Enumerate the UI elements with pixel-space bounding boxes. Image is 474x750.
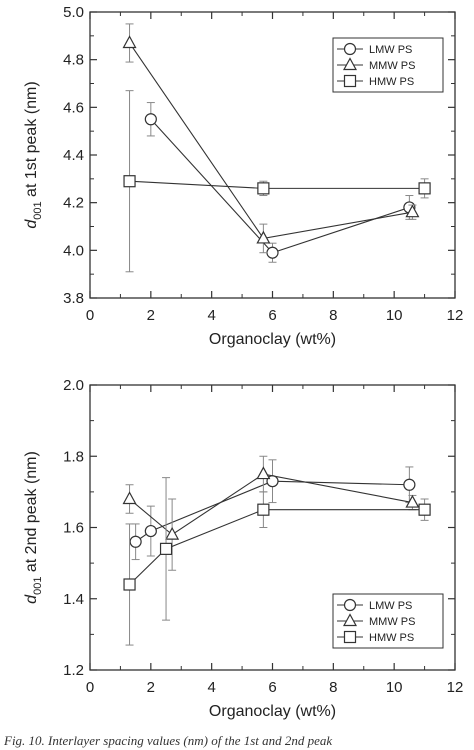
panel-1-legend-lmw-ps-marker	[343, 42, 357, 56]
panel-1-legend-hmw-ps-marker	[343, 74, 357, 88]
panel-2: 0 2 4 6 8 10 12 1.2 1.4 1.6 1.8 2.0 Organoclay (wt%)…	[23, 377, 463, 720]
panel-1-x-tick-label: 12	[447, 307, 464, 324]
panel-1-y-tick-label: 4.2	[63, 195, 84, 212]
panel-2-y-tick-label: 1.8	[63, 448, 84, 465]
panel-1-series-lmw-ps-line	[150, 118, 410, 254]
panel-1-y-tick-label: 5.0	[63, 4, 84, 21]
panel-2-x-tick-label: 4	[207, 679, 215, 696]
panel-2-y-tick-label: 2.0	[63, 377, 84, 394]
panel-1-x-tick-label: 4	[207, 307, 215, 324]
panel-2-legend-hmw-ps-marker	[343, 630, 357, 644]
panel-2-series-mmw-ps-point	[405, 494, 420, 508]
panel-1-legend: LMW PS MMW PS HMW PS	[332, 37, 444, 93]
panel-2-legend-mmw-ps-marker	[342, 613, 358, 627]
panel-1-series-hmw-ps	[123, 90, 431, 273]
panel-2-series-mmw-ps	[122, 455, 420, 571]
panel-1-y-tick-label: 4.0	[63, 242, 84, 259]
panel-1-y-tick-label: 4.4	[63, 147, 84, 164]
panel-1-series-mmw-ps-point	[122, 35, 137, 49]
panel-1-series-hmw-ps-point	[123, 175, 136, 188]
panel-2-series-hmw-ps-point	[159, 542, 173, 555]
panel-1-series-lmw-ps-point	[266, 246, 279, 259]
panel-1-series-lmw-ps-point	[144, 113, 157, 126]
panel-2-y-tick-label: 1.2	[63, 662, 84, 679]
panel-1-series-hmw-ps-point	[257, 182, 270, 195]
panel-1-y-axis-label: d001 at 1st peak (nm)	[23, 81, 44, 228]
figure-caption: Fig. 10. Interlayer spacing values (nm) …	[4, 733, 333, 748]
panel-2-legend-mmw-ps-label: MMW PS	[369, 616, 415, 628]
panel-2-series-hmw-ps-point	[257, 503, 270, 516]
panel-2-x-axis-label: Organoclay (wt%)	[209, 703, 336, 720]
panel-2-series-mmw-ps-point	[256, 466, 271, 480]
panel-1-legend-hmw-ps-label: HMW PS	[369, 76, 414, 88]
panel-2-x-tick-label: 12	[447, 679, 464, 696]
panel-2-x-tick-label: 2	[147, 679, 155, 696]
panel-2-x-tick-label: 6	[268, 679, 276, 696]
panel-1: 0 2 4 6 8 10 12 3.8 4.0 4.2 4.4 4.6 4.8 5.0 Organoclay…	[23, 4, 463, 348]
panel-2-series-lmw-ps-point	[129, 535, 142, 548]
panel-1-series-hmw-ps-line	[129, 180, 425, 189]
panel-1-x-tick-label: 0	[86, 307, 94, 324]
panel-2-series-hmw-ps	[123, 477, 431, 646]
panel-1-x-tick-label: 2	[147, 307, 155, 324]
panel-1-legend-mmw-ps-label: MMW PS	[369, 60, 415, 72]
panel-1-series-mmw-ps	[122, 23, 420, 254]
panel-2-x-tick-label: 10	[386, 679, 403, 696]
panel-1-series-lmw-ps	[144, 102, 416, 263]
panel-2-y-axis-label: d001 at 2nd peak (nm)	[23, 451, 44, 604]
panel-2-series-mmw-ps-point	[122, 491, 137, 505]
panel-1-y-tick-label: 4.8	[63, 52, 84, 69]
panel-1-y-tick-label: 3.8	[63, 290, 84, 307]
panel-2-series-mmw-ps-line	[129, 473, 413, 536]
panel-2-x-tick-label: 0	[86, 679, 94, 696]
panel-1-legend-lmw-ps-label: LMW PS	[369, 44, 412, 56]
panel-1-x-tick-label: 10	[386, 307, 403, 324]
panel-1-legend-mmw-ps-marker	[342, 57, 358, 71]
panel-2-series-lmw-ps-line	[135, 480, 410, 543]
panel-2-y-tick-label: 1.4	[63, 591, 84, 608]
panel-1-series-mmw-ps-point	[256, 230, 271, 244]
panel-1-x-tick-label: 8	[329, 307, 337, 324]
panel-1-x-tick-label: 6	[268, 307, 276, 324]
panel-2-y-tick-label: 1.6	[63, 520, 84, 537]
panel-2-x-tick-label: 8	[329, 679, 337, 696]
panel-2-legend-lmw-ps-marker	[343, 598, 357, 612]
panel-1-series-mmw-ps-point	[405, 204, 420, 218]
panel-2-legend-hmw-ps-label: HMW PS	[369, 632, 414, 644]
panel-2-series-mmw-ps-point	[165, 526, 180, 540]
panel-2-series-lmw-ps-point	[144, 524, 157, 538]
panel-2-legend: LMW PS MMW PS HMW PS	[332, 593, 444, 649]
panel-2-series-lmw-ps-point	[403, 478, 416, 491]
panel-1-x-axis-label: Organoclay (wt%)	[209, 331, 336, 348]
panel-2-legend-lmw-ps-label: LMW PS	[369, 600, 412, 612]
panel-1-series-hmw-ps-point	[418, 182, 431, 195]
panel-2-series-hmw-ps-point	[123, 578, 136, 591]
panel-2-series-hmw-ps-line	[129, 509, 425, 585]
panel-2-series-hmw-ps-point	[418, 503, 431, 516]
panel-1-y-tick-label: 4.6	[63, 99, 84, 116]
